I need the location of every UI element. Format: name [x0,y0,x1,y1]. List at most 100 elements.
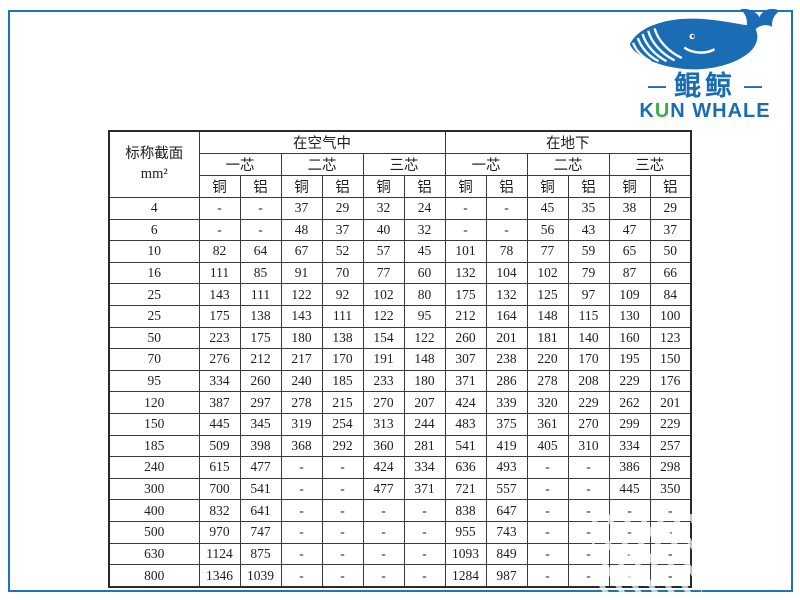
value-cell: - [485,218,528,242]
value-cell: 115 [567,304,610,328]
value-cell: 57 [362,240,405,263]
value-cell: 229 [567,391,610,414]
value-cell: 45 [526,197,569,220]
value-cell: 130 [608,304,651,328]
value-cell: 164 [485,304,528,328]
value-cell: 747 [239,520,282,544]
value-cell: 140 [567,326,610,350]
value-cell: 37 [280,197,323,220]
table-row: 500 970 747- - - -955 743- - - - [108,520,692,544]
value-cell: 148 [526,304,569,328]
material-header: 铝 [239,175,282,198]
material-header: 铝 [403,175,446,198]
value-cell: 43 [567,218,610,242]
table-row: 95 334 260 240 185 233 180 371 286 278 208 229 176 [108,369,692,393]
value-cell: 350 [649,477,692,501]
value-cell: 278 [280,391,323,414]
value-cell: - [526,456,569,479]
value-cell: 32 [403,218,446,242]
value-cell: 278 [526,369,569,393]
value-cell: 92 [321,283,364,306]
material-header: 铜 [280,175,323,198]
value-cell: 270 [362,391,405,414]
material-header: 铜 [608,175,651,198]
value-cell: 557 [485,477,528,501]
value-cell: 223 [198,326,241,350]
table-row: 300 700 541- -477 371 721 557- -445 350 [108,477,692,501]
value-cell: 84 [649,283,692,306]
value-cell: 445 [608,477,651,501]
value-cell: 29 [649,197,692,220]
logo-cn-text: 鲲鲸 [674,71,736,101]
value-cell: 615 [198,456,241,479]
table-row: 185 509 398 368 292 360 281 541 419 405 310 334 257 [108,434,692,458]
value-cell: 91 [280,261,323,285]
table-row: 50 223 175 180 138 154 122 260 201 181 140 160 123 [108,326,692,350]
value-cell: 398 [239,434,282,458]
table-header-row-cores: 一芯 二芯 三芯 一芯 二芯 三芯 [109,153,692,176]
value-cell: 298 [649,456,692,479]
row-size-cell: 10 [108,240,200,263]
value-cell: - [485,197,528,220]
table-row: 70 276 212 217 170 191 148 307 238 220 170 195 150 [108,348,692,371]
value-cell: 66 [649,261,692,285]
value-cell: - [526,477,569,501]
value-cell: - [649,520,692,544]
core-header: 一芯 [198,153,282,176]
value-cell: 59 [567,240,610,263]
value-cell: - [198,197,241,220]
table-row: 800 1346 1039- - - -1284 987- - - - [108,564,692,588]
row-size-cell: 6 [108,218,200,242]
value-cell: 122 [362,304,405,328]
value-cell: - [280,564,323,588]
value-cell: 320 [526,391,569,414]
row-size-cell: 95 [108,369,200,393]
value-cell: 1039 [239,564,282,588]
value-cell: 180 [280,326,323,350]
value-cell: 67 [280,240,323,263]
value-cell: - [567,542,610,566]
value-cell: 122 [280,283,323,306]
value-cell: - [239,197,282,220]
logo-english-name: KUN WHALE [612,101,798,121]
value-cell: 148 [403,348,446,371]
value-cell: - [526,542,569,566]
value-cell: 260 [239,369,282,393]
value-cell: 97 [567,283,610,306]
table-row: 150 445 345 319 254 313 244 483 375 361 270 299 229 [108,412,692,436]
value-cell: 48 [280,218,323,242]
value-cell: - [649,564,692,588]
value-cell: 743 [485,520,528,544]
value-cell: 238 [485,348,528,371]
value-cell: - [444,218,487,242]
value-cell: 132 [485,283,528,306]
core-header: 三芯 [362,153,446,176]
value-cell: 35 [567,197,610,220]
material-header: 铝 [485,175,528,198]
value-cell: 244 [403,412,446,436]
value-cell: 262 [608,391,651,414]
value-cell: 310 [567,434,610,458]
value-cell: 191 [362,348,405,371]
value-cell: 82 [198,240,241,263]
value-cell: 201 [649,391,692,414]
value-cell: 361 [526,412,569,436]
value-cell: 176 [649,369,692,393]
value-cell: 175 [239,326,282,350]
row-size-cell: 240 [108,456,200,479]
value-cell: 45 [403,240,446,263]
value-cell: 122 [403,326,446,350]
row-size-cell: 120 [108,391,200,414]
value-cell: 220 [526,348,569,371]
row-size-cell: 185 [108,434,200,458]
table-row: 630 1124 875- - - -1093 849- - - - [108,542,692,566]
core-header: 一芯 [444,153,528,176]
value-cell: - [608,542,651,566]
row-size-cell: 70 [108,348,200,371]
corner-header-line2: mm² [140,165,168,182]
value-cell: 212 [239,348,282,371]
value-cell: 334 [198,369,241,393]
value-cell: 60 [403,261,446,285]
value-cell: 212 [444,304,487,328]
